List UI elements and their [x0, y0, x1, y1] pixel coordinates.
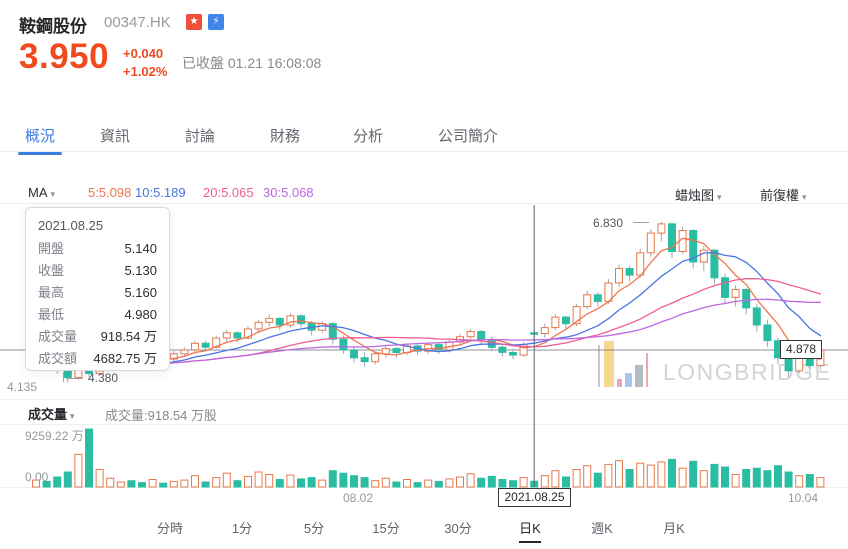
- price-change: +0.040 +1.02%: [123, 45, 167, 81]
- period-tab-intraday[interactable]: 分時: [156, 521, 183, 536]
- price-axis-min: 4.135: [7, 380, 38, 394]
- tooltip-date: 2021.08.25: [38, 218, 104, 233]
- tooltip-row-low: 最低 4.980: [38, 307, 157, 322]
- tab-financials[interactable]: 財務: [270, 128, 301, 145]
- chart-type-dropdown[interactable]: 蜡烛图 ▾: [675, 188, 722, 203]
- period-tab-daily[interactable]: 日K: [494, 518, 566, 543]
- stock-name: 鞍鋼股份: [19, 17, 87, 36]
- tab-discussion[interactable]: 討論: [185, 128, 216, 145]
- chevron-down-icon: ▾: [50, 189, 56, 199]
- x-axis-label-left: 08.02: [343, 491, 374, 505]
- crosshair-date-tag: 2021.08.25: [498, 488, 571, 507]
- period-tab-15min[interactable]: 15分: [372, 521, 400, 536]
- change-percent: +1.02%: [123, 64, 168, 79]
- period-tabs: 分時 1分 5分 15分 30分 日K 週K 月K: [134, 518, 710, 543]
- high-marker-line: [633, 222, 649, 223]
- market-status: 已收盤 01.21 16:08:08: [182, 55, 322, 71]
- ma10-legend: 10:5.189: [135, 185, 186, 200]
- tooltip-row-turnover: 成交額 4682.75 万: [38, 351, 157, 366]
- ma5-legend: 5:5.098: [88, 185, 132, 200]
- volume-axis-max: 9259.22 万: [25, 429, 84, 443]
- volume-dropdown[interactable]: 成交量 ▾: [28, 407, 75, 422]
- tooltip-row-volume: 成交量 918.54 万: [38, 329, 157, 344]
- ma20-legend: 20:5.065: [203, 185, 254, 200]
- low-marker-label: 4.380: [88, 371, 119, 385]
- high-marker-label: 6.830: [593, 216, 624, 230]
- period-tab-5min[interactable]: 5分: [303, 521, 325, 536]
- volume-axis-min: 0.00: [25, 470, 49, 484]
- tab-news[interactable]: 資訊: [100, 128, 131, 145]
- hk-market-badge-icon: ★: [186, 14, 202, 30]
- volume-summary: 成交量:918.54 万股: [105, 408, 217, 423]
- adjust-type-dropdown[interactable]: 前復權 ▾: [760, 188, 807, 203]
- longbridge-logo-icon: [598, 341, 650, 387]
- tooltip-row-high: 最高 5.160: [38, 285, 157, 300]
- stock-ticker: 00347.HK: [104, 14, 171, 31]
- chevron-down-icon: ▾: [70, 411, 75, 421]
- change-value: +0.040: [123, 46, 164, 61]
- ohlc-tooltip: 2021.08.25 開盤 5.140 收盤 5.130 最高 5.160 最低 4.9…: [25, 207, 170, 371]
- chart-toolbar: MA ▾ 5:5.098 10:5.189 20:5.065 30:5.068 蜡…: [0, 183, 848, 203]
- last-price: 3.950: [19, 37, 110, 76]
- tooltip-row-close: 收盤 5.130: [38, 263, 157, 278]
- market-badges: ★ ⚡: [186, 14, 224, 30]
- tab-overview[interactable]: 概況: [17, 125, 63, 155]
- tooltip-row-open: 開盤 5.140: [38, 241, 157, 256]
- last-price-tag: 4.878: [780, 340, 822, 359]
- margin-badge-icon: ⚡: [208, 14, 224, 30]
- period-tab-monthly[interactable]: 月K: [663, 521, 685, 536]
- ma-dropdown[interactable]: MA ▾: [28, 185, 56, 200]
- period-tab-1min[interactable]: 1分: [231, 521, 253, 536]
- chevron-down-icon: ▾: [717, 192, 722, 202]
- tab-analysis[interactable]: 分析: [353, 128, 384, 145]
- x-axis-label-right: 10.04: [788, 491, 819, 505]
- period-tab-30min[interactable]: 30分: [444, 521, 472, 536]
- low-marker-line: [66, 378, 83, 379]
- ma30-legend: 30:5.068: [263, 185, 314, 200]
- chevron-down-icon: ▾: [802, 192, 807, 202]
- nav-tabs: 概況 資訊 討論 財務 分析 公司簡介: [0, 117, 848, 155]
- period-tab-weekly[interactable]: 週K: [591, 521, 613, 536]
- watermark-text: LONGBRIDGE: [663, 359, 832, 385]
- tab-company-profile[interactable]: 公司簡介: [438, 128, 499, 145]
- low-marker-tick: [63, 372, 64, 382]
